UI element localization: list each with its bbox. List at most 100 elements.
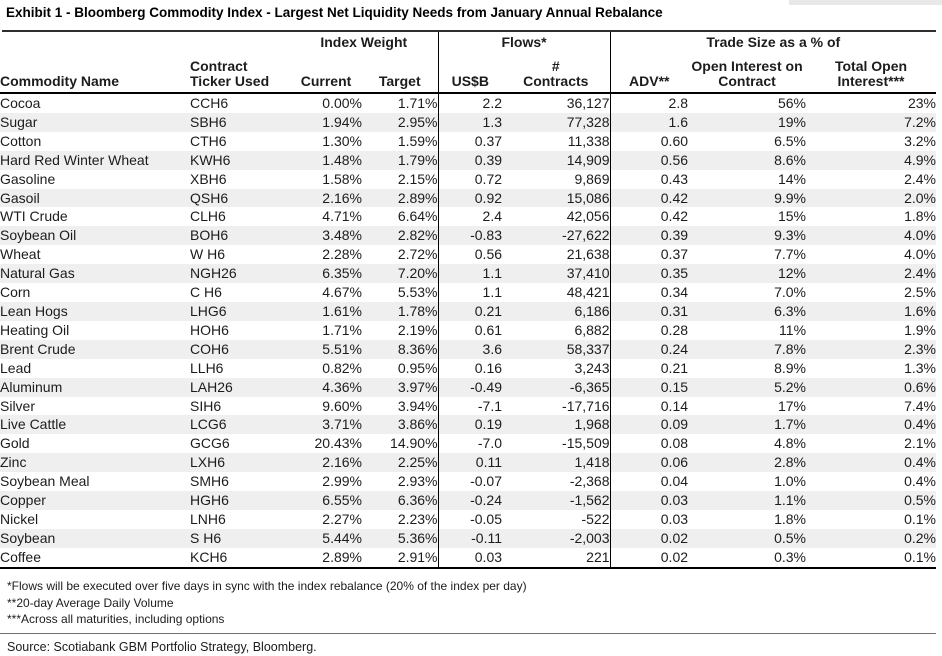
table-header: Commodity Name Contract Ticker Used Inde… [0,32,937,94]
current-weight-cell: 1.61% [322,302,362,319]
flow-usdb-cell: 0.56 [437,245,503,265]
table-row: Soybean Oil BOH6 3.48% 2.82% -0.83 -27,6… [0,226,937,246]
adv-pct-cell: 0.39 [609,226,689,246]
flow-contracts-cell: 221 [502,547,611,569]
flow-usdb-cell: 2.2 [437,93,503,113]
commodity-name-cell: Aluminum [0,378,63,395]
flow-contracts-cell: -15,509 [562,435,610,452]
open-interest-on-contract-cell: 8.6% [774,151,807,168]
total-open-interest-cell: 1.9% [904,321,937,338]
group-header-flows: Flows* [437,32,611,53]
col-header-target-weight: Target [362,53,439,94]
commodity-name-cell: Soybean Meal [0,473,90,490]
current-weight-cell: 2.16% [322,454,362,471]
flow-usdb-cell: -7.0 [437,434,503,454]
open-interest-on-contract-cell: 1.8% [774,510,807,527]
open-interest-on-contract-cell: 1.7% [774,416,807,433]
footnote-maturities: ***Across all maturities, including opti… [7,612,225,626]
contract-ticker-cell: HGH6 [190,492,229,509]
flow-contracts-cell: -522 [581,510,610,527]
col-header-flow-contracts: # Contracts [502,53,611,94]
current-weight-cell: 1.71% [322,321,362,338]
target-weight-cell: 2.72% [397,246,438,263]
flow-usdb-cell: -0.49 [437,377,503,397]
flow-contracts-cell: 6,186 [574,302,610,319]
commodity-rebalance-table: Commodity Name Contract Ticker Used Inde… [0,32,937,569]
open-interest-on-contract-cell: 11% [779,321,807,338]
group-header-index-weight: Index Weight [320,34,408,50]
total-open-interest-cell: 1.8% [904,208,937,225]
adv-pct-cell: 0.04 [609,472,689,492]
contract-ticker-cell: LLH6 [190,359,224,376]
flow-usdb-cell: 0.39 [437,150,503,170]
current-weight-cell: 0.00% [322,95,362,111]
flow-contracts-cell: 3,243 [574,359,610,376]
total-open-interest-cell: 2.1% [904,435,937,452]
open-interest-on-contract-cell: 56% [777,95,807,111]
commodity-name-cell: Live Cattle [0,416,67,433]
target-weight-cell: 7.20% [397,265,438,282]
table-row: Soybean Meal SMH6 2.99% 2.93% -0.07 -2,3… [0,472,936,492]
flow-contracts-cell: 15,086 [566,189,610,206]
contract-ticker-cell: CTH6 [190,132,227,149]
open-interest-on-contract-cell: 0.5% [774,529,807,546]
target-weight-cell: 6.64% [397,208,438,225]
total-open-interest-cell: 4.0% [904,246,937,263]
contract-ticker-cell: XBH6 [190,170,227,187]
adv-pct-cell: 0.42 [609,207,689,227]
flow-contracts-cell: -1,562 [569,492,610,509]
target-weight-cell: 3.97% [397,378,438,395]
commodity-name-cell: Lead [0,359,32,376]
total-open-interest-cell: 0.2% [904,529,937,546]
current-weight-cell: 4.36% [322,378,362,395]
open-interest-on-contract-cell: 9.3% [774,227,807,244]
contract-ticker-cell: C H6 [190,284,222,301]
contract-ticker-cell: LXH6 [190,454,226,471]
flow-usdb-cell: -7.1 [437,396,503,416]
footnote-adv: **20-day Average Daily Volume [7,595,174,610]
open-interest-on-contract-cell: 1.0% [774,473,807,490]
adv-pct-cell: 0.34 [609,283,689,302]
adv-pct-cell: 0.43 [609,169,689,189]
current-weight-cell: 1.48% [322,151,362,168]
total-open-interest-cell: 0.1% [806,547,937,569]
target-weight-cell: 1.78% [397,302,438,319]
col-header-commodity-name: Commodity Name [0,32,190,94]
table-row: Wheat W H6 2.28% 2.72% 0.56 21,638 0.37 … [0,245,937,265]
table-row: Soybean S H6 5.44% 5.36% -0.11 -2,003 0.… [0,528,937,548]
adv-pct-cell: 0.08 [609,434,689,454]
open-interest-on-contract-cell: 0.3% [688,547,807,569]
open-interest-on-contract-cell: 7.0% [774,284,807,301]
commodity-name-cell: Silver [0,397,36,414]
flow-usdb-cell: 0.19 [437,415,503,435]
current-weight-cell: 0.82% [322,359,362,376]
table-row: Natural Gas NGH26 6.35% 7.20% 1.1 37,410… [0,264,937,284]
col-header-contract-ticker: Contract Ticker Used [190,32,290,94]
total-open-interest-cell: 2.4% [904,170,937,187]
target-weight-cell: 5.36% [397,529,438,546]
target-weight-cell: 5.53% [397,284,438,301]
table-row: Gasoil QSH6 2.16% 2.89% 0.92 15,086 0.42… [0,188,937,208]
contract-ticker-cell: SBH6 [190,113,227,130]
table-row: Copper HGH6 6.55% 6.36% -0.24 -1,562 0.0… [0,491,937,510]
commodity-name-cell: Cocoa [0,95,41,111]
open-interest-on-contract-cell: 19% [777,113,807,130]
target-weight-cell: 3.86% [397,416,438,433]
target-weight-cell: 2.15% [397,170,438,187]
contract-ticker-cell: GCG6 [190,435,230,452]
adv-pct-cell: 0.14 [609,396,689,416]
table-row: Nickel LNH6 2.27% 2.23% -0.05 -522 0.03 … [0,509,936,529]
flow-usdb-cell: 0.16 [437,358,503,378]
table-row: Brent Crude COH6 5.51% 8.36% 3.6 58,337 … [0,339,937,359]
group-header-row: Commodity Name Contract Ticker Used Inde… [0,32,937,94]
contract-ticker-cell: NGH26 [190,265,237,282]
open-interest-on-contract-cell: 5.2% [774,378,807,395]
commodity-name-cell: Soybean [0,529,56,546]
target-weight-cell: 2.93% [397,473,438,490]
adv-pct-cell: 0.24 [609,339,689,359]
total-open-interest-cell: 0.4% [904,454,937,471]
flow-usdb-cell: -0.05 [437,509,503,529]
adv-pct-cell: 0.42 [609,188,689,208]
col-header-adv: ADV** [609,53,689,94]
flow-usdb-cell: -0.24 [437,491,503,510]
